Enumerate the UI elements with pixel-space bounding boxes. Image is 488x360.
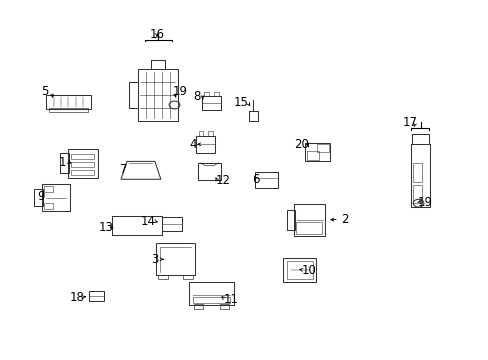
Bar — [410, 144, 429, 207]
Bar — [44, 186, 53, 192]
Bar — [293, 204, 325, 236]
Text: 6: 6 — [251, 173, 259, 186]
Bar — [283, 258, 316, 282]
Bar — [220, 305, 228, 309]
Bar — [41, 184, 70, 211]
Bar — [306, 151, 318, 159]
Text: 4: 4 — [189, 138, 197, 151]
Bar — [207, 131, 212, 136]
Bar — [48, 108, 88, 112]
Text: 14: 14 — [141, 215, 155, 228]
Text: 11: 11 — [223, 293, 238, 306]
Text: 19: 19 — [417, 195, 432, 209]
Bar — [44, 203, 53, 209]
Bar — [46, 95, 91, 109]
Bar — [296, 222, 322, 234]
Bar — [412, 163, 422, 182]
Bar — [213, 92, 218, 96]
Bar — [254, 172, 278, 188]
Bar — [138, 68, 178, 121]
Bar — [194, 305, 202, 309]
Bar — [196, 136, 214, 153]
Bar — [304, 143, 329, 161]
Bar — [155, 243, 195, 275]
Bar — [60, 153, 69, 174]
Bar — [71, 170, 94, 175]
Text: 16: 16 — [149, 28, 164, 41]
Bar — [158, 275, 167, 279]
Text: 7: 7 — [120, 163, 127, 176]
Text: 3: 3 — [151, 253, 159, 266]
Bar — [203, 92, 208, 96]
Bar — [183, 275, 193, 279]
Text: 13: 13 — [98, 221, 113, 234]
Text: 2: 2 — [340, 213, 347, 226]
Bar — [201, 96, 221, 110]
Bar — [162, 217, 182, 231]
Bar — [34, 189, 42, 206]
Text: 20: 20 — [294, 138, 309, 151]
Text: 15: 15 — [234, 96, 248, 109]
Text: 8: 8 — [193, 90, 200, 103]
Text: 9: 9 — [38, 190, 45, 203]
Bar — [198, 131, 203, 136]
Bar — [286, 210, 294, 230]
Text: 19: 19 — [172, 85, 187, 98]
Text: 18: 18 — [69, 291, 84, 304]
Bar — [89, 292, 104, 301]
Bar — [193, 297, 229, 303]
Bar — [412, 185, 422, 203]
Text: 17: 17 — [402, 116, 416, 129]
Text: 1: 1 — [58, 156, 66, 168]
Bar — [317, 144, 328, 152]
Bar — [189, 282, 233, 305]
Bar — [71, 162, 94, 167]
Bar — [71, 154, 94, 159]
Text: 5: 5 — [41, 85, 49, 98]
Bar — [68, 149, 98, 178]
Text: 12: 12 — [215, 174, 230, 187]
Bar — [287, 261, 312, 279]
Bar — [198, 163, 221, 180]
Text: 10: 10 — [301, 264, 315, 276]
